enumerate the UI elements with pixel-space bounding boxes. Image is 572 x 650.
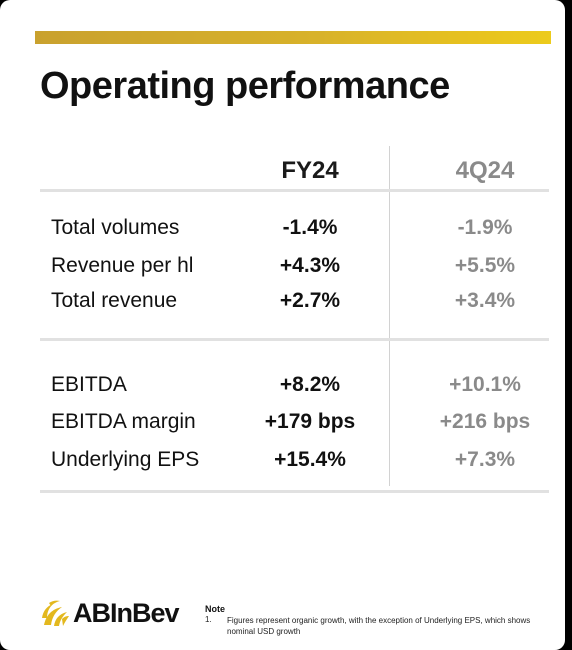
4q24-value: +216 bps	[439, 410, 531, 433]
4q24-value: +5.5%	[454, 254, 516, 277]
table-row: EBITDA +8.2% +10.1%	[0, 373, 565, 403]
row-label: Total revenue	[51, 289, 178, 312]
table-bottom-divider	[40, 490, 549, 493]
row-label: EBITDA	[51, 373, 127, 396]
logo-wordmark: ABInBev	[73, 598, 180, 628]
note-heading: Note	[205, 604, 225, 614]
row-label: Total volumes	[51, 216, 180, 239]
4q24-value: -1.9%	[457, 216, 513, 239]
4q24-value: +10.1%	[449, 373, 521, 396]
fy24-value: -1.4%	[282, 216, 338, 239]
section-divider	[40, 338, 549, 341]
table-row: EBITDA margin +179 bps +216 bps	[0, 410, 565, 440]
4q24-value: +3.4%	[454, 289, 516, 312]
page-title: Operating performance	[40, 65, 450, 107]
table-row: Underlying EPS +15.4% +7.3%	[0, 448, 565, 478]
row-label: EBITDA margin	[51, 410, 196, 433]
table-row: Total volumes -1.4% -1.9%	[0, 216, 565, 246]
note-number: 1.	[205, 615, 212, 624]
header-divider	[40, 189, 549, 192]
column-header-4q24: 4Q24	[455, 157, 515, 184]
table-row: Total revenue +2.7% +3.4%	[0, 289, 565, 319]
fy24-value: +2.7%	[279, 289, 341, 312]
fy24-value: +179 bps	[264, 410, 356, 433]
table-row: Revenue per hl +4.3% +5.5%	[0, 254, 565, 284]
column-divider	[389, 146, 390, 486]
sunburst-logo-icon	[42, 600, 69, 626]
fy24-value: +8.2%	[279, 373, 341, 396]
fy24-value: +15.4%	[274, 448, 346, 471]
row-label: Revenue per hl	[51, 254, 194, 277]
row-label: Underlying EPS	[51, 448, 200, 471]
gold-accent-bar	[35, 31, 551, 44]
column-header-fy24: FY24	[281, 157, 339, 184]
abinbev-logo: ABInBev	[40, 598, 180, 629]
fy24-value: +4.3%	[279, 254, 341, 277]
4q24-value: +7.3%	[454, 448, 516, 471]
note-text: Figures represent organic growth, with t…	[227, 616, 531, 636]
